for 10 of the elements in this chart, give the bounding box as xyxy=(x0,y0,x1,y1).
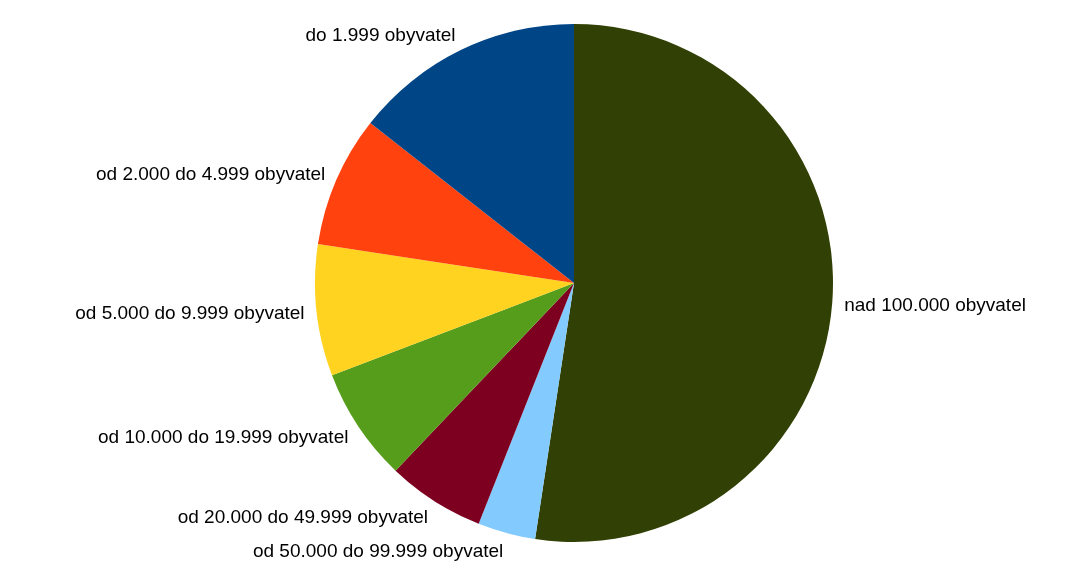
slice-label: od 10.000 do 19.999 obyvatel xyxy=(98,426,349,448)
slice-label: do 1.999 obyvatel xyxy=(305,23,456,45)
pie-slice xyxy=(535,24,833,542)
slice-label: nad 100.000 obyvatel xyxy=(844,293,1026,315)
slice-label: od 20.000 do 49.999 obyvatel xyxy=(177,506,429,528)
pie-slice xyxy=(315,244,574,376)
pie-slice xyxy=(478,283,574,540)
slice-label: od 2.000 do 4.999 obyvatel xyxy=(96,162,326,184)
slice-label: od 50.000 do 99.999 obyvatel xyxy=(252,540,504,562)
slice-label: od 5.000 do 9.999 obyvatel xyxy=(75,302,305,324)
